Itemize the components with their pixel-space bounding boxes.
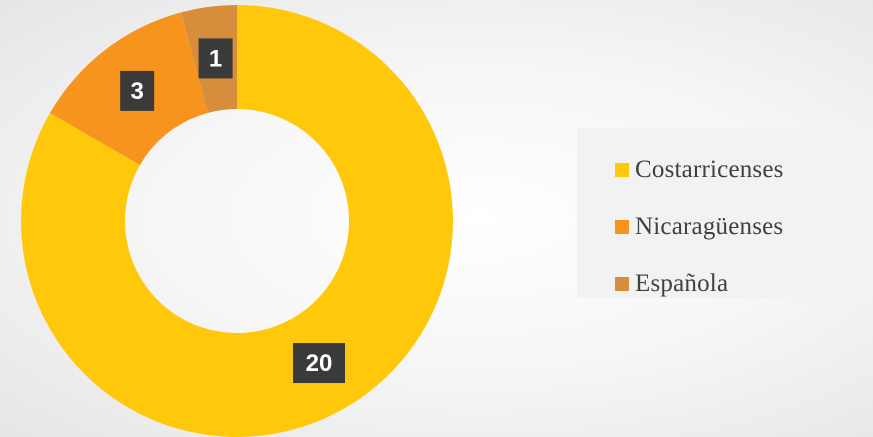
data-label-box-costarricenses — [293, 343, 345, 384]
legend-label-costarricenses: Costarricenses — [635, 155, 784, 183]
legend-item-espanola: Española — [615, 255, 784, 312]
donut-slices — [20, 5, 453, 437]
legend-swatch-espanola — [615, 276, 629, 291]
data-label-value-nicaraguenses: 3 — [130, 78, 143, 105]
data-label-costarricenses: 20 — [293, 343, 345, 384]
legend-label-espanola: Española — [635, 269, 729, 297]
legend: Costarricenses Nicaragüenses Española — [577, 128, 873, 298]
data-label-value-espanola: 1 — [209, 45, 222, 72]
legend-list: Costarricenses Nicaragüenses Española — [615, 141, 784, 312]
legend-swatch-costarricenses — [615, 162, 629, 177]
legend-item-nicaraguenses: Nicaragüenses — [615, 198, 784, 255]
data-label-nicaraguenses: 3 — [120, 70, 155, 111]
data-label-espanola: 1 — [198, 38, 233, 79]
data-label-value-costarricenses: 20 — [306, 350, 333, 377]
data-label-box-nicaraguenses — [120, 70, 155, 111]
data-label-box-espanola — [198, 38, 233, 79]
slice-costarricenses — [20, 5, 453, 437]
legend-label-nicaraguenses: Nicaragüenses — [635, 212, 784, 240]
legend-item-costarricenses: Costarricenses — [615, 141, 784, 198]
legend-swatch-nicaraguenses — [615, 219, 629, 234]
